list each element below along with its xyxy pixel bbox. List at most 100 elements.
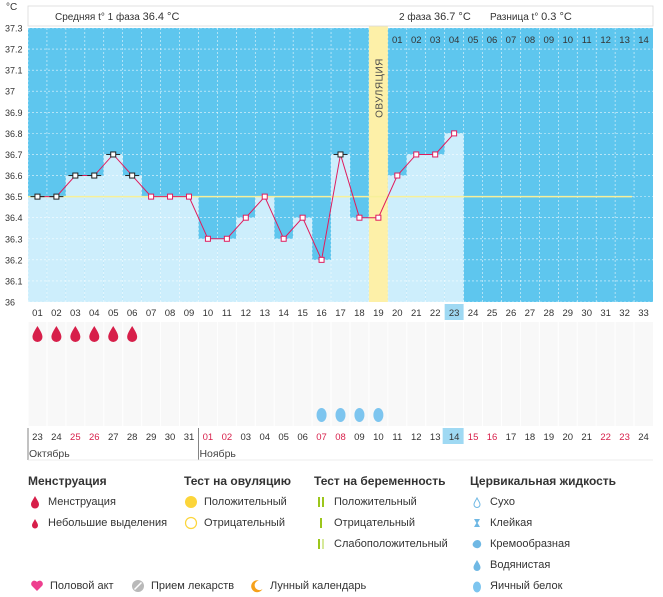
date-label: 09 (354, 432, 365, 443)
date-label: 27 (108, 432, 119, 443)
cycle-day-label: 24 (468, 308, 479, 319)
legend-label: Сухо (490, 496, 515, 508)
pill-icon (132, 580, 144, 592)
cycle-day-label: 17 (335, 308, 346, 319)
temp-point (280, 235, 287, 242)
cycle-day-label: 18 (354, 308, 365, 319)
phase2-day-label: 11 (582, 35, 592, 46)
temp-point (337, 151, 344, 158)
temp-point (413, 151, 420, 158)
date-label: 17 (506, 432, 517, 443)
phase2-day-label: 14 (638, 35, 649, 46)
legend-cervical-title: Цервикальная жидкость (470, 474, 617, 488)
month-label: Октябрь (29, 448, 70, 460)
cycle-day-label: 29 (562, 308, 573, 319)
legend-ovulation-test: Тест на овуляцию Положительный Отрицател… (184, 470, 291, 534)
date-label: 16 (487, 432, 498, 443)
header-band (27, 5, 654, 27)
y-tick-label: 36 (5, 298, 15, 308)
date-label: 23 (32, 432, 43, 443)
phase2-day-label: 04 (449, 35, 460, 46)
temp-bar (103, 154, 123, 302)
egg-white-drop-icon (473, 581, 481, 593)
date-label: 20 (562, 432, 573, 443)
legend-label: Положительный (204, 496, 287, 508)
phase2-summary: 2 фаза 36.7 °C (399, 11, 471, 23)
legend-item-sticky: Клейкая (470, 513, 616, 534)
legend-cervical: Цервикальная жидкость Сухо Клейкая Кремо… (470, 470, 616, 597)
legend-label: Яичный белок (490, 580, 563, 592)
y-tick-label: 36.8 (5, 129, 23, 139)
creamy-icon (472, 540, 482, 549)
cycle-day-label: 10 (203, 308, 214, 319)
cycle-day-label: 09 (184, 308, 195, 319)
legend-item-lunar: Лунный календарь (250, 577, 366, 595)
temp-bar (46, 196, 66, 302)
date-label: 29 (146, 432, 157, 443)
temp-bar (65, 175, 85, 302)
cycle-day-label: 02 (51, 308, 62, 319)
moon-icon (251, 580, 263, 593)
temp-bar (406, 154, 426, 302)
small-drop-icon (32, 519, 38, 529)
date-label: 21 (581, 432, 592, 443)
y-tick-label: 36.9 (5, 108, 23, 118)
y-tick-label: 36.4 (5, 213, 23, 223)
temp-bar (425, 154, 445, 302)
cycle-day-label: 22 (430, 308, 441, 319)
menstruation-drop-icon (89, 326, 100, 342)
cycle-day-label: 08 (165, 308, 176, 319)
cycle-day-label: 32 (619, 308, 630, 319)
legend-ovulation-title: Тест на овуляцию (184, 474, 291, 488)
date-label: 31 (184, 432, 195, 443)
cycle-day-label: 01 (32, 308, 43, 319)
y-tick-label: 37.3 (5, 24, 23, 34)
date-label: 02 (222, 432, 233, 443)
legend-label: Отрицательный (204, 517, 285, 529)
temp-point (318, 256, 325, 263)
temp-point (91, 172, 98, 179)
phase2-day-label: 01 (392, 35, 403, 46)
ovulation-label: ОВУЛЯЦИЯ (374, 58, 385, 118)
legend-label: Отрицательный (334, 517, 415, 529)
date-label: 13 (430, 432, 441, 443)
temp-point (72, 172, 79, 179)
cycle-day-label: 33 (638, 308, 649, 319)
cycle-day-label: 14 (278, 308, 289, 319)
menstruation-drop-icon (51, 326, 62, 342)
temp-point (204, 235, 211, 242)
big-drop-icon (31, 496, 39, 509)
date-label: 22 (600, 432, 611, 443)
temp-point (299, 214, 306, 221)
legend-item-ovulation-negative: Отрицательный (184, 513, 291, 534)
date-label: 12 (411, 432, 422, 443)
watery-drop-icon (473, 560, 481, 571)
legend-item-menstruation: Менструация (28, 492, 167, 513)
y-tick-label: 37.2 (5, 45, 23, 55)
legend-label: Клейкая (490, 517, 533, 529)
temp-point (34, 193, 41, 200)
menstruation-drop-icon (32, 326, 43, 342)
phase1-summary: Средняя t° 1 фаза 36.4 °C (55, 11, 179, 23)
cycle-day-label: 19 (373, 308, 384, 319)
legend-item-dry: Сухо (470, 492, 616, 513)
cycle-day-label: 23 (449, 308, 460, 319)
legend-item-intercourse: Половой акт (30, 577, 114, 595)
legend-item-ovulation-positive: Положительный (184, 492, 291, 513)
heart-icon (31, 580, 43, 591)
difference-summary: Разница t° 0.3 °C (490, 11, 572, 23)
legend-label: Прием лекарств (151, 580, 235, 592)
date-label: 03 (241, 432, 252, 443)
date-label: 06 (297, 432, 308, 443)
temp-point (223, 235, 230, 242)
egg-white-drop-icon (335, 408, 346, 422)
cycle-day-label: 20 (392, 308, 403, 319)
phase2-day-label: 09 (544, 35, 555, 46)
current-day-highlight (444, 304, 464, 320)
ovulation-column (368, 8, 388, 302)
ovulation-positive-icon (185, 496, 197, 508)
date-label: 23 (619, 432, 630, 443)
legend-item-watery: Водянистая (470, 555, 616, 576)
temp-point (167, 193, 174, 200)
y-axis-unit: °C (6, 2, 17, 13)
